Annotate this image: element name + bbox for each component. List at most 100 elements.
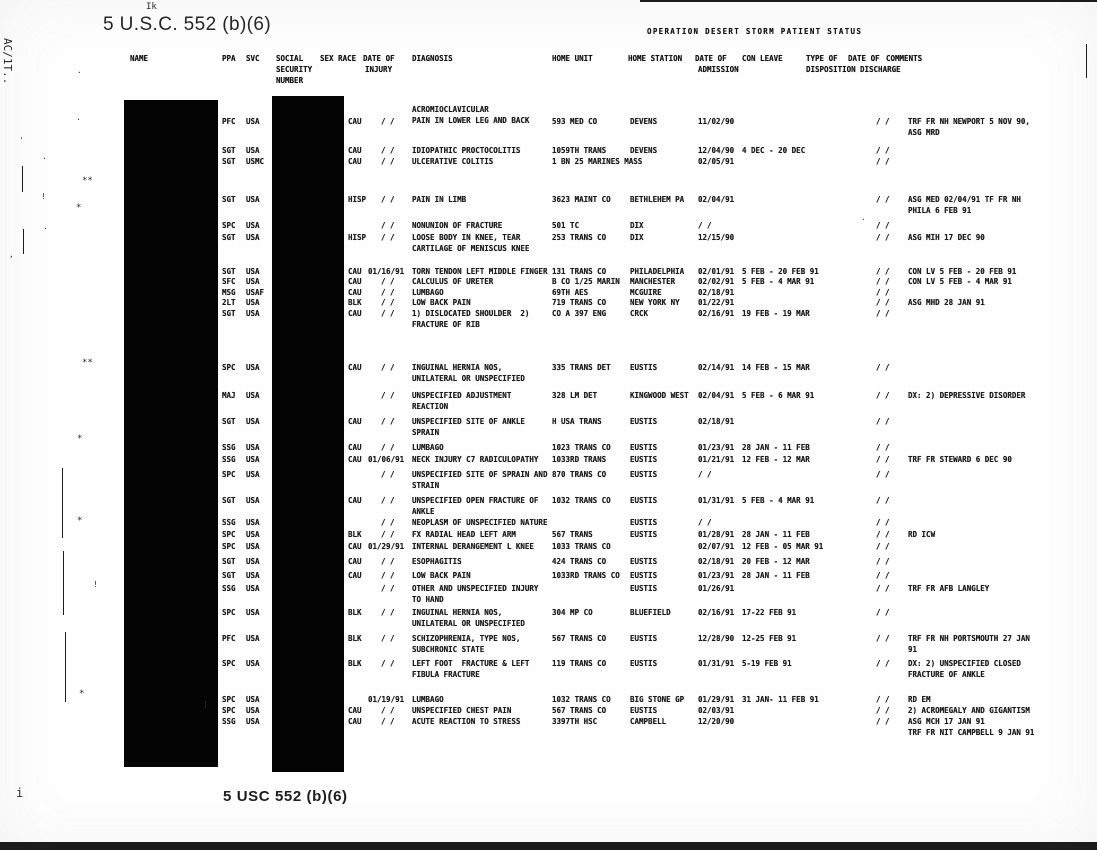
cell-race: CAU — [348, 443, 362, 452]
cell-comments: RD ICW — [908, 530, 936, 539]
cell-race: CAU — [348, 277, 362, 286]
cell-diagnosis: NECK INJURY C7 RADICULOPATHY — [412, 455, 539, 464]
cell-home-station: MANCHESTER — [630, 277, 676, 286]
cell-race: CAU — [348, 571, 362, 580]
report-title: OPERATION DESERT STORM PATIENT STATUS — [647, 27, 863, 36]
cell-home-unit: 870 TRANS CO — [552, 470, 607, 479]
column-header: DISPOSITION — [806, 65, 856, 74]
cell-disposition-discharge: / / — [876, 530, 890, 539]
cell-disposition-discharge: / / — [876, 309, 890, 318]
cell-injury-date: / / — [381, 634, 395, 643]
cell-comments: ASG MHD 28 JAN 91 — [908, 298, 985, 307]
cell-disposition-discharge: / / — [876, 146, 890, 155]
cell-comments: ASG MRD — [908, 128, 940, 137]
cell-con-leave: 12-25 FEB 91 — [742, 634, 797, 643]
cell-diagnosis: STRAIN — [412, 481, 440, 490]
cell-home-station: EUSTIS — [630, 659, 658, 668]
cell-home-unit: 3623 MAINT CO — [552, 195, 611, 204]
cell-admission-date: 02/04/91 — [698, 391, 735, 400]
cell-admission-date: / / — [698, 221, 712, 230]
cell-disposition-discharge: / / — [876, 584, 890, 593]
cell-home-unit: 1059TH TRANS — [552, 146, 607, 155]
cell-home-station: KINGWOOD WEST — [630, 391, 689, 400]
scan-mark: ] — [203, 700, 208, 709]
cell-comments: TRF FR NH NEWPORT 5 NOV 90, — [908, 117, 1030, 126]
cell-service: USA — [246, 221, 260, 230]
scan-mark: Ik — [146, 2, 157, 12]
cell-race: CAU — [348, 557, 362, 566]
cell-service: USA — [246, 584, 260, 593]
cell-admission-date: 12/28/90 — [698, 634, 735, 643]
cell-admission-date: 01/28/91 — [698, 530, 735, 539]
cell-injury-date: / / — [381, 659, 395, 668]
cell-diagnosis: INGUINAL HERNIA NOS, — [412, 608, 503, 617]
cell-service: USA — [246, 117, 260, 126]
cell-service: USA — [246, 195, 260, 204]
cell-service: USA — [246, 542, 260, 551]
cell-injury-date: / / — [381, 571, 395, 580]
cell-rank: SGT — [222, 233, 236, 242]
cell-disposition-discharge: / / — [876, 571, 890, 580]
cell-disposition-discharge: / / — [876, 117, 890, 126]
cell-comments: DX: 2) UNSPECIFIED CLOSED — [908, 659, 1021, 668]
column-header: DIAGNOSIS — [412, 54, 453, 63]
cell-diagnosis: INGUINAL HERNIA NOS, — [412, 363, 503, 372]
cell-service: USA — [246, 455, 260, 464]
cell-home-unit: 567 TRANS CO — [552, 706, 607, 715]
cell-admission-date: 01/23/91 — [698, 443, 735, 452]
cell-injury-date: / / — [381, 443, 395, 452]
cell-rank: SGT — [222, 571, 236, 580]
cell-rank: SSG — [222, 717, 236, 726]
cell-service: USA — [246, 417, 260, 426]
cell-rank: SGT — [222, 557, 236, 566]
cell-home-station: MCGUIRE — [630, 288, 662, 297]
cell-admission-date: 02/18/91 — [698, 288, 735, 297]
cell-home-unit: 1033RD TRANS CO — [552, 571, 620, 580]
cell-admission-date: 01/31/91 — [698, 659, 735, 668]
cell-diagnosis: CARTILAGE OF MENISCUS KNEE — [412, 244, 530, 253]
cell-con-leave: 5-19 FEB 91 — [742, 659, 792, 668]
cell-injury-date: / / — [381, 146, 395, 155]
cell-race: HISP — [348, 195, 367, 204]
cell-diagnosis: LUMBAGO — [412, 443, 444, 452]
cell-rank: SPC — [222, 470, 236, 479]
cell-con-leave: 19 FEB - 19 MAR — [742, 309, 810, 318]
cell-service: USA — [246, 530, 260, 539]
cell-injury-date: / / — [381, 608, 395, 617]
cell-admission-date: 01/22/91 — [698, 298, 735, 307]
cell-service: USA — [246, 717, 260, 726]
column-header: ADMISSION — [698, 65, 739, 74]
cell-service: USMC — [246, 157, 265, 166]
cell-diagnosis: SPRAIN — [412, 428, 440, 437]
cell-comments: 91 — [908, 645, 918, 654]
cell-race: CAU — [348, 706, 362, 715]
cell-service: USA — [246, 391, 260, 400]
scan-mark: · — [42, 154, 47, 163]
scan-mark: · — [43, 224, 48, 233]
cell-home-unit: 335 TRANS DET — [552, 363, 611, 372]
cell-disposition-discharge: / / — [876, 363, 890, 372]
cell-diagnosis: UNSPECIFIED SITE OF SPRAIN AND — [412, 470, 548, 479]
scan-line — [0, 842, 1097, 850]
column-header: SOCIAL — [276, 54, 304, 63]
cell-injury-date: / / — [381, 530, 395, 539]
cell-disposition-discharge: / / — [876, 157, 890, 166]
cell-service: USA — [246, 571, 260, 580]
cell-comments: FRACTURE OF ANKLE — [908, 670, 985, 679]
cell-con-leave: 28 JAN - 11 FEB — [742, 530, 810, 539]
cell-admission-date: 02/05/91 — [698, 157, 735, 166]
scan-line — [22, 166, 23, 192]
column-header: CON LEAVE — [742, 54, 783, 63]
cell-home-station: DIX — [630, 221, 644, 230]
cell-service: USA — [246, 277, 260, 286]
cell-race: CAU — [348, 496, 362, 505]
cell-comments: TRF FR NIT CAMPBELL 9 JAN 91 — [908, 728, 1035, 737]
cell-service: USA — [246, 557, 260, 566]
cell-diagnosis: LOW BACK PAIN — [412, 298, 471, 307]
cell-injury-date: / / — [381, 584, 395, 593]
cell-injury-date: / / — [381, 309, 395, 318]
cell-race: BLK — [348, 298, 362, 307]
cell-rank: SPC — [222, 530, 236, 539]
cell-home-unit: 1032 TRANS CO — [552, 496, 611, 505]
cell-con-leave: 5 FEB - 20 FEB 91 — [742, 267, 819, 276]
